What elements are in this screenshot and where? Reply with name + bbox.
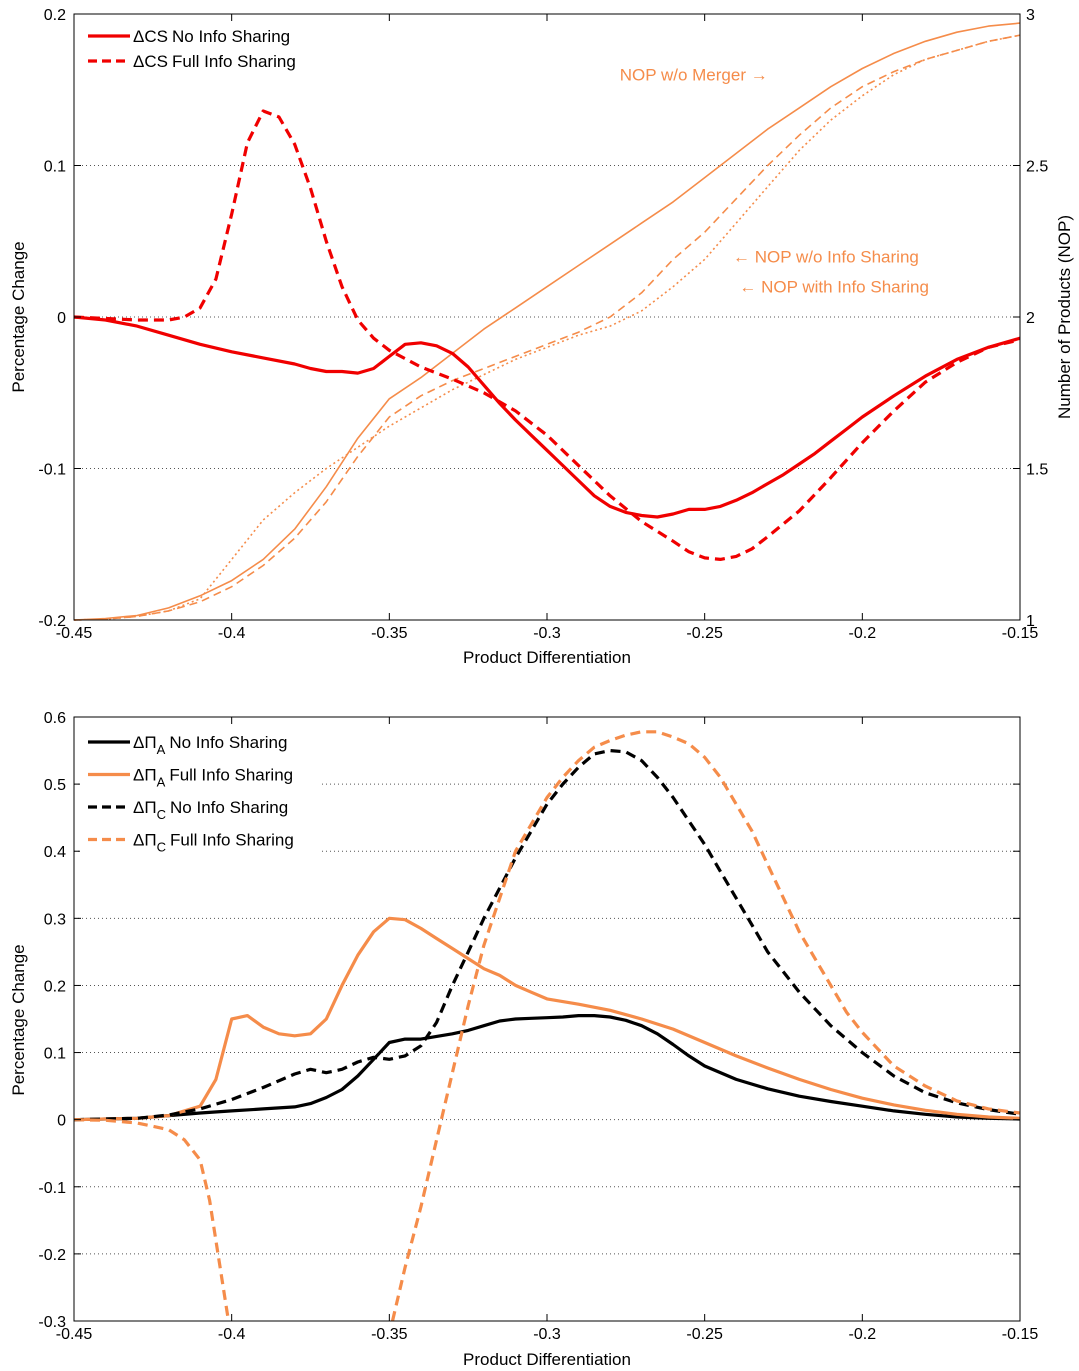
series-line-a-no-info-sharing: [74, 1013, 1020, 1122]
x-tick-label: -0.4: [218, 625, 246, 642]
annotation-nop-w-o-info-sharing: ← NOP w/o Info Sharing: [733, 247, 919, 266]
series-line-c-full-info-sharing-right-branch: [390, 730, 1020, 1322]
profit-change-chart: -0.45 -0.4 -0.35 -0.3 -0.25 -0.2 -0.15 -0.3-0.…: [9, 710, 1038, 1369]
x-tick-label: -0.35: [371, 625, 408, 642]
legend-entry: ΔΠA No Info Sharing: [133, 733, 287, 757]
y-tick-label: -0.1: [38, 1180, 66, 1197]
y-right-tick-label: 3: [1026, 7, 1035, 24]
x-tick-label: -0.25: [686, 1326, 723, 1343]
y-tick-label: 0.3: [44, 911, 66, 928]
x-tick-label: -0.2: [849, 1326, 877, 1343]
legend-subscript: C: [157, 807, 166, 822]
x-axis-label: Product Differentiation: [463, 1350, 631, 1369]
legend-subscript: A: [157, 742, 166, 757]
annotations: NOP w/o Merger → ← NOP w/o Info Sharing ← …: [620, 66, 929, 297]
x-axis-ticks: -0.45 -0.4 -0.35 -0.3 -0.25 -0.2 -0.15: [56, 717, 1039, 1343]
legend-box: [80, 726, 320, 856]
y-right-tick-label: 1: [1026, 613, 1035, 630]
y-tick-label: 0.2: [44, 7, 66, 24]
legend-subscript: A: [157, 775, 166, 790]
legend-label: No Info Sharing: [172, 27, 290, 46]
y-tick-label: 0.1: [44, 159, 66, 176]
annotation-nop-w-o-merger: NOP w/o Merger →: [620, 66, 768, 85]
legend-symbol: ΔCS: [133, 52, 168, 71]
gridlines: [74, 165, 1020, 469]
legend-entry: ΔCS No Info Sharing: [133, 27, 290, 46]
legend-entry: ΔΠC No Info Sharing: [133, 798, 288, 822]
y-axis-label: Percentage Change: [9, 944, 28, 1095]
legend-label: No Info Sharing: [170, 798, 288, 817]
series-line-a-full-info-sharing: [74, 916, 1020, 1122]
y-right-tick-label: 2: [1026, 310, 1035, 327]
y-tick-label: 0.4: [44, 844, 66, 861]
series-group: [74, 22, 1020, 621]
x-tick-label: -0.4: [218, 1326, 246, 1343]
y-right-tick-label: 2.5: [1026, 159, 1048, 176]
y-tick-label: 0.2: [44, 978, 66, 995]
x-tick-label: -0.35: [371, 1326, 408, 1343]
series-line-c-full-info-sharing: [74, 1118, 231, 1322]
y-axis-ticks: -0.2 -0.1 0 0.1 0.2: [38, 7, 81, 630]
y-right-tick-label: 1.5: [1026, 462, 1048, 479]
legend-symbol: ΔΠ: [133, 733, 157, 752]
x-tick-label: -0.45: [56, 625, 93, 642]
y-tick-label: -0.2: [38, 1247, 66, 1264]
x-tick-label: -0.25: [686, 625, 723, 642]
series-line-nop-w-o-merger: [74, 22, 1020, 621]
legend-symbol: ΔΠ: [133, 798, 157, 817]
legend-symbol: ΔΠ: [133, 766, 157, 785]
x-tick-label: -0.15: [1002, 1326, 1039, 1343]
legend-box: [80, 22, 330, 78]
annotation-nop-with-info-sharing: ← NOP with Info Sharing: [739, 278, 929, 297]
legend-label: Full Info Sharing: [170, 831, 294, 850]
y-axis-right-ticks: 1 1.5 2 2.5 3: [1013, 7, 1048, 630]
x-tick-label: -0.3: [533, 1326, 561, 1343]
y-axis-right-label: Number of Products (NOP): [1055, 215, 1074, 419]
x-tick-label: -0.2: [849, 625, 877, 642]
y-tick-label: -0.3: [38, 1314, 66, 1331]
y-axis-label: Percentage Change: [9, 241, 28, 392]
x-tick-label: -0.15: [1002, 625, 1039, 642]
legend-label: Full Info Sharing: [169, 766, 293, 785]
y-axis-ticks: -0.3 -0.2 -0.1 0 0.1 0.2 0.3 0.4 0.5 0.6: [38, 710, 1020, 1331]
y-tick-label: -0.1: [38, 462, 66, 479]
legend-symbol: ΔCS: [133, 27, 168, 46]
x-tick-label: -0.3: [533, 625, 561, 642]
x-axis-label: Product Differentiation: [463, 648, 631, 667]
y-tick-label: 0: [57, 1113, 66, 1130]
legend-entry: ΔΠC Full Info Sharing: [133, 831, 294, 855]
legend-label: No Info Sharing: [169, 733, 287, 752]
series-line-cs-no-info-sharing: [74, 315, 1020, 519]
legend-entry: ΔΠA Full Info Sharing: [133, 766, 293, 790]
series-line-c-no-info-sharing: [74, 748, 1020, 1122]
legend-subscript: C: [157, 840, 166, 855]
series-group: [74, 730, 1020, 1322]
x-tick-label: -0.45: [56, 1326, 93, 1343]
y-tick-label: 0.6: [44, 710, 66, 727]
series-line-nop-w-o-info-sharing: [74, 34, 1020, 621]
x-axis-ticks: -0.45 -0.4 -0.35 -0.3 -0.25 -0.2 -0.15: [56, 14, 1039, 642]
legend-symbol: ΔΠ: [133, 831, 157, 850]
legend-entry: ΔCS Full Info Sharing: [133, 52, 296, 71]
series-line-cs-full-info-sharing: [74, 109, 1020, 562]
y-tick-label: 0.1: [44, 1046, 66, 1063]
consumer-surplus-chart: -0.45 -0.4 -0.35 -0.3 -0.25 -0.2 -0.15 -0.2-0.…: [9, 7, 1074, 667]
legend-label: Full Info Sharing: [172, 52, 296, 71]
y-tick-label: 0: [57, 310, 66, 327]
y-tick-label: 0.5: [44, 777, 66, 794]
y-tick-label: -0.2: [38, 613, 66, 630]
